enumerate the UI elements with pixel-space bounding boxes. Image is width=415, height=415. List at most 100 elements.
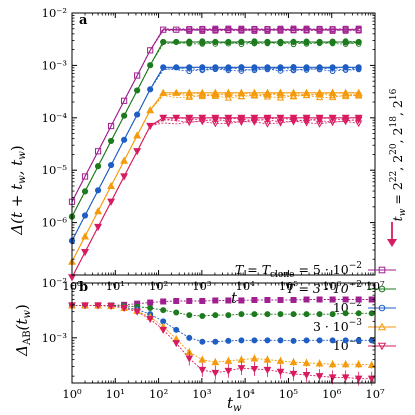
panel-a-point	[211, 116, 219, 124]
panel-a-point	[237, 88, 246, 96]
panel-a-point	[316, 66, 323, 73]
panel-a-point	[199, 64, 206, 70]
panel-a-point	[290, 39, 297, 45]
panel-a-point	[315, 117, 324, 125]
panel-b-point	[185, 355, 194, 363]
panel-a-point	[212, 39, 219, 45]
panel-b-point	[159, 326, 168, 334]
panel-a-point	[263, 92, 272, 100]
panel-a-point	[211, 90, 219, 98]
panel-b-point	[199, 338, 206, 345]
panel-a-point	[121, 97, 128, 104]
panel-b-point	[225, 337, 232, 344]
panel-b-point	[212, 312, 219, 319]
panel-b-point	[264, 311, 271, 318]
panel-b-point	[251, 296, 258, 303]
panel-a-point	[277, 25, 284, 32]
panel-a-point	[355, 90, 363, 98]
panel-b-point	[329, 311, 336, 318]
panel-a-series-line	[71, 119, 359, 278]
panel-a-point	[290, 41, 297, 48]
panel-b-point	[264, 337, 271, 344]
panel-b-point	[264, 296, 271, 303]
panel-a-point	[238, 41, 245, 48]
panel-a-point	[185, 119, 193, 126]
panel-a-point	[289, 117, 298, 124]
panel-a-series-line	[71, 67, 359, 241]
panel-b-xlabel: tw	[227, 394, 242, 414]
side-tw-label: tw = 222, 220, 218, 216	[389, 88, 408, 221]
legend-label-1: T = Tclone = 5 · 10−2	[235, 261, 362, 280]
panel-a-point	[342, 66, 349, 73]
panel-b-point	[94, 302, 102, 310]
legend-marker	[378, 304, 386, 312]
panel-b-point	[341, 360, 350, 368]
panel-a-series-line	[71, 120, 359, 278]
panel-a-point	[133, 131, 142, 139]
panel-a-point	[199, 41, 206, 47]
panel-a-series-line	[71, 92, 359, 262]
panel-a-series-line	[71, 27, 359, 202]
panel-a-point	[277, 64, 284, 71]
panel-a-point	[264, 66, 271, 72]
panel-a-point	[342, 41, 349, 47]
panel-a-ytick-label: 10⁻²	[42, 6, 67, 20]
panel-a-point	[186, 65, 193, 72]
panel-b-xtick-label: 10³	[192, 387, 212, 401]
panel-a-point	[290, 63, 297, 70]
panel-b-point	[263, 366, 272, 374]
panel-a-series-line	[71, 68, 359, 241]
panel-a-point	[302, 91, 311, 99]
panel-a-point	[198, 90, 206, 97]
panel-a-series-line	[71, 27, 359, 202]
panel-a-point	[94, 148, 102, 155]
panel-b-point	[355, 337, 362, 344]
panel-b-point	[211, 369, 220, 377]
panel-a-series	[68, 25, 363, 282]
panel-a-ytick-label: 10⁻³	[42, 58, 68, 72]
panel-b-point	[367, 375, 376, 383]
panel-b-point	[251, 311, 258, 318]
panel-a-point	[224, 93, 233, 101]
panel-b-point	[329, 296, 336, 303]
panel-a-point	[315, 93, 324, 101]
panel-a-point	[212, 65, 219, 72]
panel-a-point	[303, 27, 310, 34]
legend-label-2: T = 3 · 10−2	[286, 280, 362, 296]
panel-a-point	[329, 40, 336, 47]
legend: T = Tclone = 5 · 10−2 T = 3 · 10−2 10−2 …	[235, 261, 396, 353]
panel-a-point	[237, 118, 246, 126]
panel-b-point	[120, 304, 128, 313]
panel-b-point	[290, 296, 297, 303]
panel-a-tag: a	[79, 13, 88, 28]
panel-a-point	[276, 93, 285, 101]
panel-b-point	[160, 298, 167, 305]
panel-a-point	[342, 28, 349, 34]
panel-a-ticks: 10⁰ 10¹ 10² 10³ 10⁴ 10⁵ 10⁶ 10⁷10⁻⁶10⁻⁵10⁻⁴10⁻³…	[42, 6, 385, 293]
panel-a-point	[263, 90, 272, 97]
panel-b-point	[107, 303, 115, 311]
panel-b-point	[276, 368, 285, 376]
panel-a-point	[238, 68, 245, 74]
panel-a-series-line	[71, 94, 359, 262]
panel-a-point	[302, 119, 311, 127]
panel-a-point	[342, 64, 349, 70]
panel-a-point	[276, 115, 285, 122]
panel-a-point	[289, 91, 298, 99]
panel-b-series-line	[72, 304, 372, 380]
panel-a-frame	[71, 12, 376, 276]
legend-marker	[378, 266, 386, 274]
panel-a-point	[212, 27, 219, 33]
panel-a-ytick-label: 10⁻⁶	[42, 216, 68, 230]
panel-b-point	[277, 311, 284, 318]
panel-a-point	[315, 121, 324, 128]
panel-a-point	[263, 117, 272, 124]
panel-a-point	[289, 118, 298, 126]
panel-a-point	[185, 115, 193, 123]
panel-a-point	[199, 38, 206, 44]
panel-a-point	[329, 26, 336, 32]
panel-b-point	[225, 297, 232, 304]
panel-a-point	[186, 68, 193, 75]
panel-a-point	[290, 27, 297, 34]
panel-a-point	[199, 28, 206, 34]
